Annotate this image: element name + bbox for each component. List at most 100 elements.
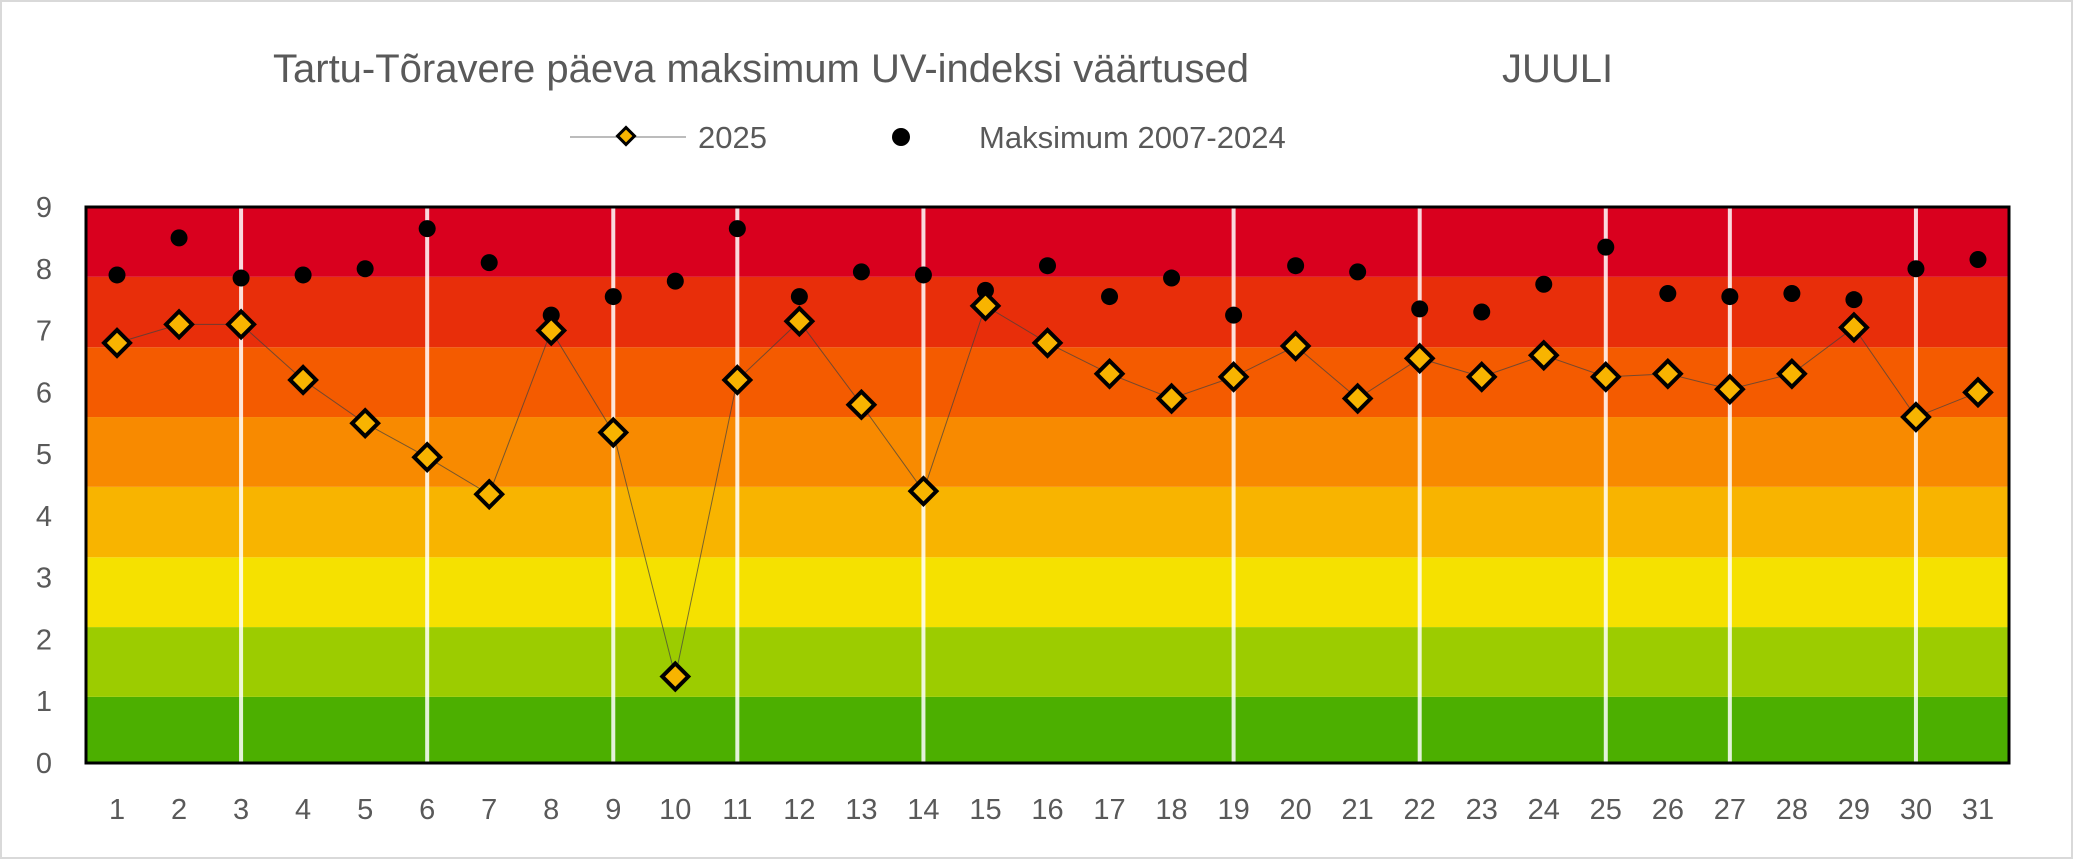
x-tick-label: 5 bbox=[357, 794, 373, 826]
x-tick-label: 24 bbox=[1528, 794, 1560, 826]
point-maksimum bbox=[1225, 306, 1243, 324]
x-tick-label: 31 bbox=[1962, 794, 1994, 826]
y-axis-ticks: 0 1 2 3 4 5 6 7 8 9 bbox=[36, 192, 52, 780]
point-maksimum bbox=[1721, 288, 1739, 306]
point-2025 bbox=[1093, 357, 1126, 390]
legend-label-maksimum: Maksimum 2007-2024 bbox=[979, 120, 1286, 155]
point-2025 bbox=[535, 314, 568, 347]
x-tick-label: 25 bbox=[1590, 794, 1622, 826]
x-tick-label: 10 bbox=[659, 794, 691, 826]
point-maksimum bbox=[1101, 288, 1119, 306]
x-tick-label: 15 bbox=[969, 794, 1001, 826]
point-2025 bbox=[287, 364, 319, 396]
chart-title: Tartu-Tõravere päeva maksimum UV-indeksi… bbox=[273, 47, 1613, 91]
point-2025 bbox=[1962, 376, 1994, 409]
point-maksimum bbox=[1969, 251, 1987, 269]
uv-band-1 bbox=[86, 696, 2009, 763]
series-2025-points bbox=[101, 290, 1994, 693]
point-maksimum bbox=[1845, 291, 1863, 309]
point-2025 bbox=[473, 478, 506, 511]
x-tick-label: 12 bbox=[783, 794, 815, 826]
point-maksimum bbox=[1163, 269, 1181, 287]
y-tick-label: 5 bbox=[36, 439, 52, 471]
x-tick-label: 8 bbox=[543, 794, 559, 826]
point-maksimum bbox=[1659, 284, 1677, 302]
legend-marker-maksimum bbox=[892, 128, 910, 146]
uv-band-6 bbox=[86, 347, 2009, 418]
point-2025 bbox=[163, 308, 195, 341]
point-maksimum bbox=[1535, 275, 1553, 293]
point-2025 bbox=[349, 407, 381, 440]
uv-band-3 bbox=[86, 557, 2009, 628]
y-tick-label: 2 bbox=[36, 624, 52, 656]
uv-band-4 bbox=[86, 486, 2009, 558]
point-maksimum bbox=[1783, 284, 1801, 302]
point-2025 bbox=[1589, 361, 1622, 393]
point-maksimum bbox=[790, 288, 808, 306]
legend-marker-2025 bbox=[615, 125, 637, 147]
point-maksimum bbox=[666, 272, 684, 290]
x-tick-label: 20 bbox=[1279, 794, 1311, 826]
point-2025 bbox=[1651, 357, 1684, 390]
y-tick-label: 7 bbox=[36, 316, 52, 348]
x-tick-label: 3 bbox=[233, 794, 249, 826]
x-tick-label: 21 bbox=[1342, 794, 1374, 826]
point-maksimum bbox=[170, 229, 188, 247]
x-axis-ticks: 1 2 3 4 5 6 7 8 9 10 11 12 13 14 15 16 17 18 19 20 21 22 23 24 2… bbox=[109, 794, 1994, 826]
x-tick-label: 9 bbox=[605, 794, 621, 826]
point-2025 bbox=[721, 364, 754, 396]
chart-title-month: JUULI bbox=[1502, 47, 1613, 91]
x-tick-label: 27 bbox=[1714, 794, 1746, 826]
point-maksimum bbox=[852, 263, 870, 281]
point-maksimum bbox=[1907, 260, 1925, 278]
x-tick-label: 11 bbox=[722, 794, 752, 826]
x-tick-label: 29 bbox=[1838, 794, 1870, 826]
point-2025 bbox=[1465, 361, 1498, 393]
point-2025 bbox=[1900, 401, 1932, 433]
legend: 2025 Maksimum 2007-2024 bbox=[570, 120, 1286, 155]
point-maksimum bbox=[294, 266, 312, 284]
uv-band-5 bbox=[86, 417, 2009, 487]
point-2025 bbox=[101, 327, 133, 359]
x-tick-label: 14 bbox=[907, 794, 939, 826]
point-maksimum bbox=[232, 269, 250, 287]
x-tick-label: 30 bbox=[1900, 794, 1932, 826]
point-maksimum bbox=[480, 254, 498, 272]
x-tick-label: 23 bbox=[1466, 794, 1498, 826]
x-tick-label: 16 bbox=[1031, 794, 1063, 826]
point-2025 bbox=[1031, 327, 1064, 359]
x-tick-label: 4 bbox=[295, 794, 311, 826]
point-2025 bbox=[1279, 330, 1312, 362]
x-tick-label: 7 bbox=[481, 794, 497, 826]
x-tick-label: 2 bbox=[171, 794, 187, 826]
week-separators bbox=[239, 207, 1918, 763]
point-maksimum bbox=[1411, 300, 1429, 318]
point-2025 bbox=[1403, 342, 1436, 375]
uv-band-2 bbox=[86, 627, 2009, 697]
point-2025 bbox=[1341, 382, 1374, 415]
y-tick-label: 1 bbox=[36, 686, 52, 718]
series-maksimum-points bbox=[108, 220, 1987, 324]
point-2025 bbox=[411, 441, 444, 474]
legend-label-2025: 2025 bbox=[698, 120, 767, 155]
point-2025 bbox=[845, 388, 878, 421]
point-maksimum bbox=[108, 266, 126, 284]
y-tick-label: 8 bbox=[36, 254, 52, 286]
x-tick-label: 18 bbox=[1155, 794, 1187, 826]
y-tick-label: 6 bbox=[36, 377, 52, 409]
x-tick-label: 26 bbox=[1652, 794, 1684, 826]
point-2025 bbox=[1155, 382, 1188, 415]
point-2025 bbox=[783, 305, 816, 338]
x-tick-label: 17 bbox=[1093, 794, 1125, 826]
point-maksimum bbox=[418, 220, 436, 238]
point-2025 bbox=[1776, 357, 1808, 390]
point-2025 bbox=[1714, 373, 1746, 406]
uv-risk-bands bbox=[86, 207, 2009, 763]
point-maksimum bbox=[728, 220, 746, 238]
plot-area-border bbox=[84, 205, 2011, 765]
y-tick-label: 9 bbox=[36, 192, 52, 224]
x-tick-label: 22 bbox=[1404, 794, 1436, 826]
